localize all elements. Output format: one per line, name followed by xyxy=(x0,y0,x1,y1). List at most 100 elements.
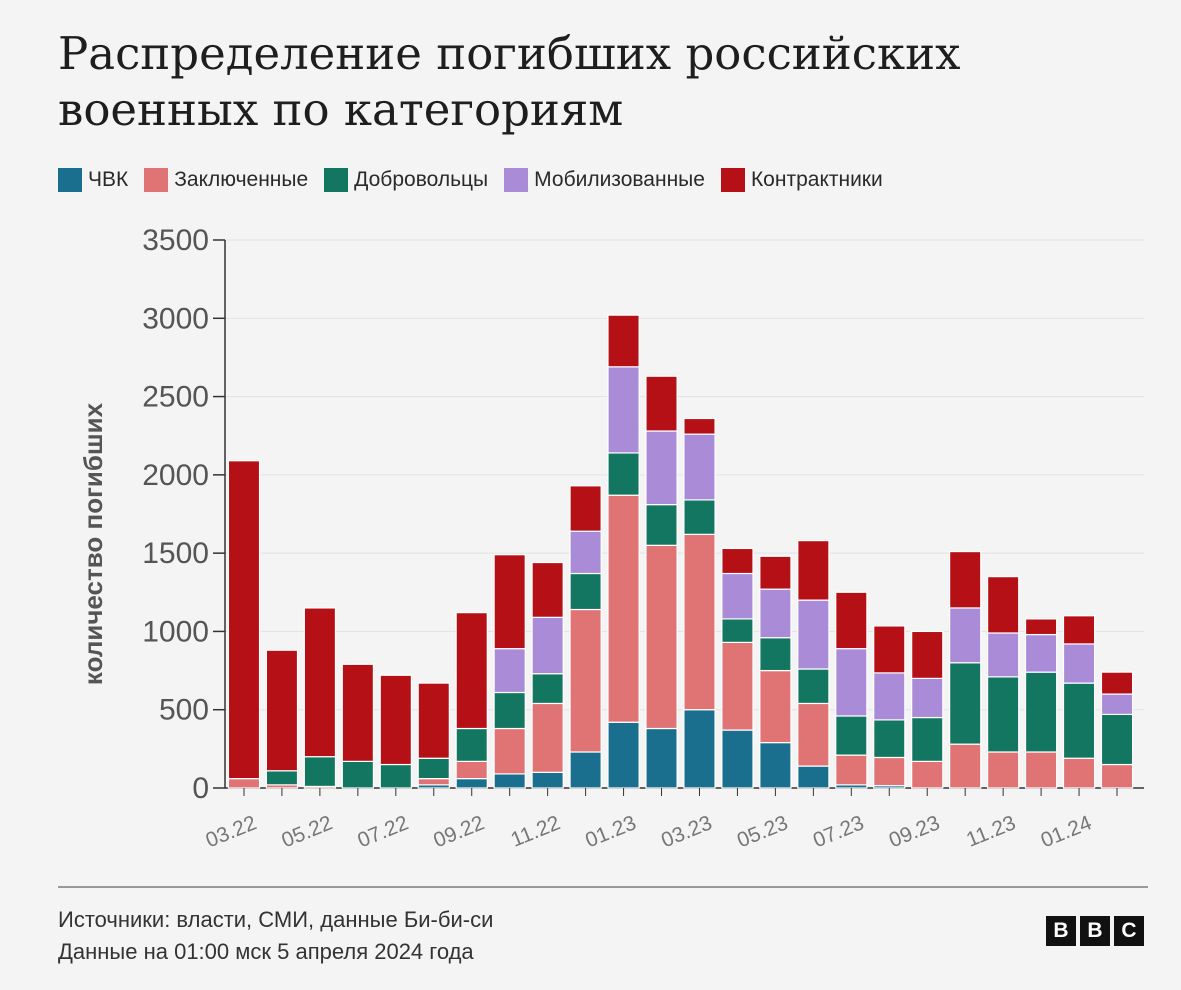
bar-segment-1-18 xyxy=(911,760,944,789)
bar-segment-4-11 xyxy=(645,375,678,432)
bar-segment-4-14 xyxy=(759,555,792,590)
bar-segment-2-23 xyxy=(1100,713,1134,766)
y-tick-label: 2500 xyxy=(142,381,209,414)
x-tick-label: 03.22 xyxy=(203,811,260,852)
y-tick-label: 3000 xyxy=(142,302,209,335)
bar-segment-2-21 xyxy=(1024,671,1058,753)
bar-segment-2-18 xyxy=(911,716,944,762)
bar-segment-4-23 xyxy=(1100,671,1134,695)
bar-segment-2-1 xyxy=(265,770,299,786)
bar-segment-1-7 xyxy=(493,727,526,775)
bar-segment-2-15 xyxy=(797,668,830,705)
bar-segment-4-9 xyxy=(569,485,602,532)
x-tick-label: 05.23 xyxy=(734,811,791,852)
bar-segment-4-17 xyxy=(873,625,906,674)
bar-segment-4-3 xyxy=(341,663,375,762)
legend-label: Заключенные xyxy=(174,168,309,191)
bar-segment-0-8 xyxy=(531,771,564,789)
bar-segment-1-13 xyxy=(721,641,754,731)
bar-segment-1-12 xyxy=(683,533,716,711)
bar-segment-1-10 xyxy=(607,494,640,723)
bar-segment-4-12 xyxy=(683,417,716,435)
bar-segment-1-21 xyxy=(1024,751,1058,789)
bar-segment-1-20 xyxy=(986,751,1020,789)
bar-segment-4-22 xyxy=(1062,615,1096,645)
legend-label: Мобилизованные xyxy=(534,168,705,191)
bar-segment-2-5 xyxy=(417,757,450,780)
bar-segment-2-10 xyxy=(607,452,640,496)
y-tick-label: 3500 xyxy=(142,224,209,257)
bar-segment-3-12 xyxy=(683,433,716,501)
bar-segment-2-3 xyxy=(341,760,375,789)
bar-segment-1-19 xyxy=(949,743,982,789)
bar-segment-4-7 xyxy=(493,554,526,650)
legend-item-3: Мобилизованные xyxy=(504,168,705,192)
x-tick-label: 07.22 xyxy=(354,811,411,852)
stacked-bar-chart: 0 500 1000 1500 2000 2500 3000 3500 количество п… xyxy=(78,224,1144,852)
chart-title: Распределение погибших российских военны… xyxy=(58,27,961,136)
bar-segment-4-4 xyxy=(379,674,412,766)
bar-segment-0-13 xyxy=(721,729,754,789)
bar-segment-3-8 xyxy=(531,616,564,675)
bar-segment-2-11 xyxy=(645,504,678,546)
bar-segment-2-7 xyxy=(493,691,526,730)
bar-segment-3-19 xyxy=(949,607,982,664)
bar-segment-1-22 xyxy=(1062,757,1096,789)
legend-item-0: ЧВК xyxy=(58,168,128,192)
bar-segment-2-8 xyxy=(531,673,564,705)
bar-segment-2-4 xyxy=(379,763,412,789)
bar-segment-1-5 xyxy=(417,778,450,786)
bar-segment-0-15 xyxy=(797,765,830,789)
bar-segment-3-22 xyxy=(1062,643,1096,684)
bar-segment-4-8 xyxy=(531,561,564,618)
bar-segment-2-2 xyxy=(303,756,337,788)
bar-segment-3-13 xyxy=(721,572,754,620)
x-tick-label: 05.22 xyxy=(278,811,335,852)
legend-swatch xyxy=(58,168,82,192)
x-tick-label: 07.23 xyxy=(810,811,867,852)
bar-segment-1-17 xyxy=(873,756,906,787)
x-tick-label: 03.23 xyxy=(658,811,715,852)
legend-label: Добровольцы xyxy=(354,168,489,191)
y-tick-label: 1000 xyxy=(142,615,209,648)
bar-segment-2-17 xyxy=(873,719,906,759)
y-axis-label: количество погибших xyxy=(78,402,108,685)
y-tick-label: 0 xyxy=(192,772,209,805)
bar-segment-1-8 xyxy=(531,702,564,773)
y-tick-label: 2000 xyxy=(142,459,209,492)
bar-segment-3-10 xyxy=(607,366,640,454)
bar-segment-0-7 xyxy=(493,773,526,789)
bar-segment-2-16 xyxy=(835,715,868,756)
bar-segment-0-9 xyxy=(569,751,602,789)
bar-segment-2-13 xyxy=(721,618,754,643)
bar-segment-1-15 xyxy=(797,702,830,767)
bar-segment-2-22 xyxy=(1062,682,1096,759)
bar-segment-0-12 xyxy=(683,709,716,789)
bar-segment-4-6 xyxy=(455,612,488,730)
bar-segment-0-6 xyxy=(455,778,488,789)
legend-item-4: Контрактники xyxy=(720,168,883,192)
bar-segment-3-20 xyxy=(986,632,1020,678)
bar-segment-4-13 xyxy=(721,547,754,575)
bar-segment-2-9 xyxy=(569,572,602,611)
legend-swatch xyxy=(144,168,169,192)
bar-segment-1-23 xyxy=(1100,763,1134,789)
bar-segment-3-23 xyxy=(1100,693,1134,716)
bar-segment-4-5 xyxy=(417,682,450,759)
bar-segment-4-16 xyxy=(835,591,868,650)
x-tick-label: 09.22 xyxy=(430,811,487,852)
bar-segment-1-6 xyxy=(455,760,488,780)
legend-swatch xyxy=(720,168,745,192)
bar-segment-1-0 xyxy=(227,778,261,789)
legend-label: Контрактники xyxy=(750,168,883,191)
bar-segment-4-1 xyxy=(265,649,299,772)
chart-legend: ЧВК Заключенные Добровольцы Мобилизованные К… xyxy=(58,168,899,192)
bar-segment-4-20 xyxy=(986,576,1020,634)
bar-segment-3-11 xyxy=(645,430,678,506)
legend-swatch xyxy=(504,168,529,192)
bar-segment-4-18 xyxy=(911,630,944,680)
legend-swatch xyxy=(324,168,349,192)
bar-segment-1-14 xyxy=(759,669,792,744)
bar-segment-1-11 xyxy=(645,544,678,730)
bar-segment-3-7 xyxy=(493,648,526,694)
